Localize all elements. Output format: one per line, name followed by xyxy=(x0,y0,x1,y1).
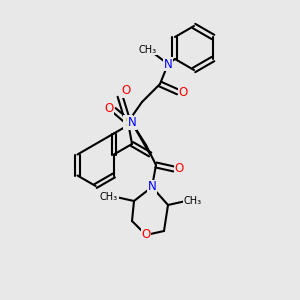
Text: S: S xyxy=(124,116,132,128)
Text: CH₃: CH₃ xyxy=(100,192,118,202)
Text: O: O xyxy=(104,101,114,115)
Text: CH₃: CH₃ xyxy=(139,45,157,55)
Text: O: O xyxy=(141,229,151,242)
Text: CH₃: CH₃ xyxy=(184,196,202,206)
Text: N: N xyxy=(164,58,172,70)
Text: O: O xyxy=(122,85,130,98)
Text: N: N xyxy=(128,116,136,130)
Text: O: O xyxy=(174,163,184,176)
Text: N: N xyxy=(148,181,156,194)
Text: O: O xyxy=(178,85,188,98)
